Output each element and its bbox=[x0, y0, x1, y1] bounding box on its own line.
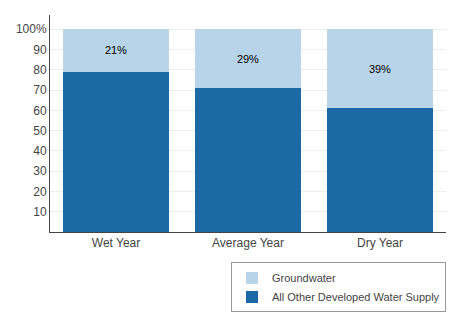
svg-text:30: 30 bbox=[33, 164, 47, 178]
svg-text:Wet Year: Wet Year bbox=[92, 236, 140, 250]
svg-text:Groundwater: Groundwater bbox=[272, 272, 336, 284]
svg-text:Average Year: Average Year bbox=[212, 236, 284, 250]
svg-text:40: 40 bbox=[33, 144, 47, 158]
svg-text:10: 10 bbox=[33, 205, 47, 219]
svg-text:90: 90 bbox=[33, 43, 47, 57]
svg-text:All Other Developed Water Supp: All Other Developed Water Supply bbox=[272, 291, 440, 303]
svg-text:50: 50 bbox=[33, 124, 47, 138]
svg-text:29%: 29% bbox=[237, 53, 259, 65]
svg-text:Dry Year: Dry Year bbox=[357, 236, 403, 250]
svg-text:100%: 100% bbox=[16, 22, 47, 36]
svg-text:39%: 39% bbox=[369, 63, 391, 75]
svg-text:21%: 21% bbox=[105, 44, 127, 56]
svg-text:20: 20 bbox=[33, 185, 47, 199]
svg-text:70: 70 bbox=[33, 83, 47, 97]
svg-text:60: 60 bbox=[33, 104, 47, 118]
svg-text:80: 80 bbox=[33, 63, 47, 77]
